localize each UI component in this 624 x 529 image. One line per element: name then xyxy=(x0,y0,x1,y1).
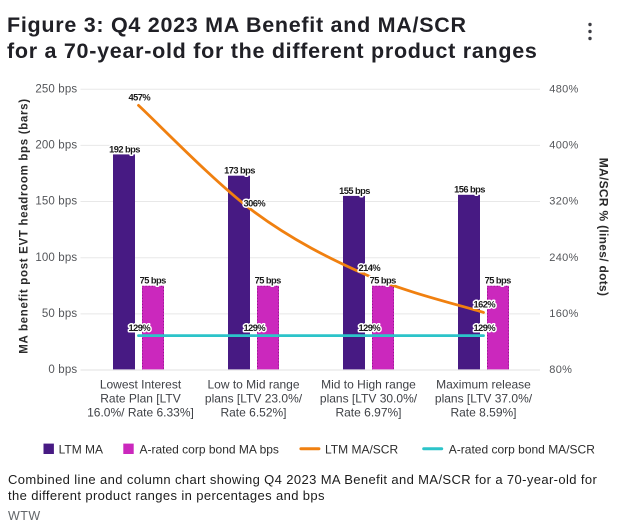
svg-text:129%: 129% xyxy=(359,323,382,333)
svg-text:Rate 6.97%]: Rate 6.97%] xyxy=(335,406,401,420)
svg-text:50 bps: 50 bps xyxy=(42,308,78,320)
svg-text:155 bps: 155 bps xyxy=(339,186,370,196)
svg-text:A-rated corp bond MA/SCR: A-rated corp bond MA/SCR xyxy=(449,443,595,457)
svg-text:MA/SCR % (lines/ dots): MA/SCR % (lines/ dots) xyxy=(597,158,611,297)
svg-text:306%: 306% xyxy=(244,199,267,209)
svg-text:plans [LTV 23.0%/: plans [LTV 23.0%/ xyxy=(205,392,303,406)
svg-text:75 bps: 75 bps xyxy=(370,276,397,286)
svg-text:75 bps: 75 bps xyxy=(255,276,282,286)
svg-text:150 bps: 150 bps xyxy=(35,196,77,208)
svg-text:129%: 129% xyxy=(129,323,152,333)
svg-text:320%: 320% xyxy=(549,196,578,208)
svg-text:0 bps: 0 bps xyxy=(48,364,77,376)
svg-text:75 bps: 75 bps xyxy=(140,276,167,286)
svg-text:75 bps: 75 bps xyxy=(485,276,512,286)
svg-text:plans [LTV 37.0%/: plans [LTV 37.0%/ xyxy=(435,392,533,406)
svg-text:129%: 129% xyxy=(474,323,497,333)
svg-text:Mid to High range: Mid to High range xyxy=(321,378,416,392)
svg-text:156 bps: 156 bps xyxy=(454,185,485,195)
svg-text:250 bps: 250 bps xyxy=(35,83,77,95)
svg-text:Rate Plan [LTV: Rate Plan [LTV xyxy=(100,392,180,406)
svg-text:129%: 129% xyxy=(244,323,267,333)
svg-text:Low to Mid range: Low to Mid range xyxy=(207,378,299,392)
svg-text:400%: 400% xyxy=(549,140,578,152)
svg-text:LTM MA/SCR: LTM MA/SCR xyxy=(325,443,398,457)
svg-text:160%: 160% xyxy=(549,308,578,320)
svg-text:480%: 480% xyxy=(549,83,578,95)
svg-text:Maximum release: Maximum release xyxy=(436,378,531,392)
svg-text:200 bps: 200 bps xyxy=(35,140,77,152)
svg-text:Rate 6.52%]: Rate 6.52%] xyxy=(220,406,286,420)
svg-text:457%: 457% xyxy=(129,93,152,103)
svg-text:173 bps: 173 bps xyxy=(224,166,255,176)
svg-text:240%: 240% xyxy=(549,252,578,264)
svg-text:plans [LTV 30.0%/: plans [LTV 30.0%/ xyxy=(320,392,418,406)
svg-text:A-rated corp bond MA bps: A-rated corp bond MA bps xyxy=(140,443,279,457)
svg-text:162%: 162% xyxy=(474,300,497,310)
svg-text:MA benefit post EVT headroom b: MA benefit post EVT headroom bps (bars) xyxy=(19,98,31,353)
svg-text:192 bps: 192 bps xyxy=(109,144,140,154)
svg-text:100 bps: 100 bps xyxy=(35,252,77,264)
svg-text:LTM MA: LTM MA xyxy=(59,443,103,457)
svg-text:214%: 214% xyxy=(359,263,382,273)
svg-text:Lowest Interest: Lowest Interest xyxy=(100,378,182,392)
svg-text:80%: 80% xyxy=(549,364,572,376)
svg-text:Rate 8.59%]: Rate 8.59%] xyxy=(450,406,516,420)
svg-text:16.0%/ Rate 6.33%]: 16.0%/ Rate 6.33%] xyxy=(87,406,194,420)
